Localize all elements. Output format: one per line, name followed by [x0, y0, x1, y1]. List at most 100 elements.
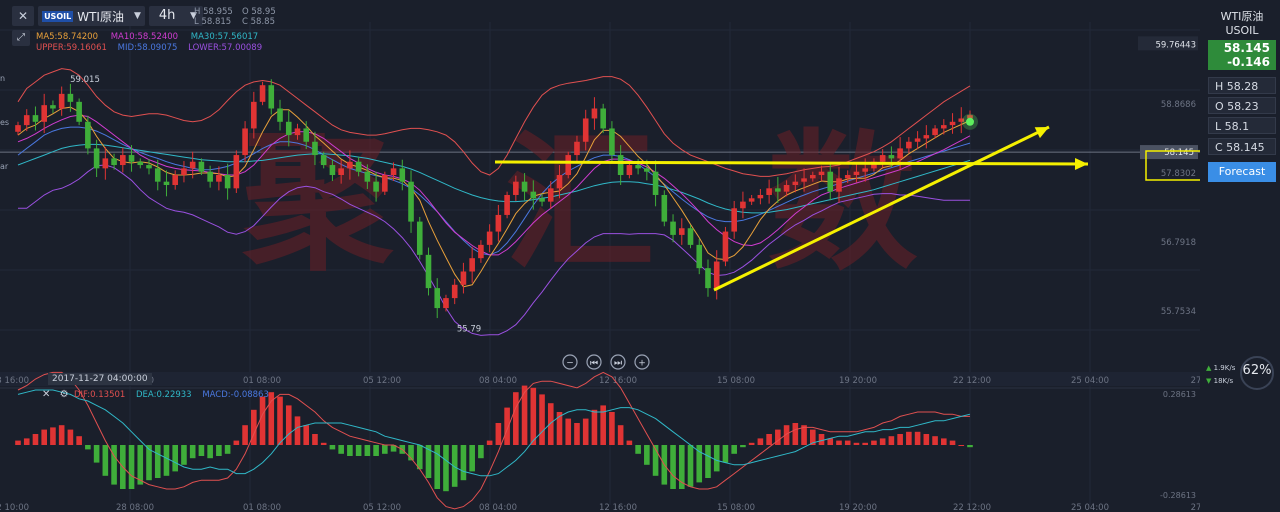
macd-bar	[783, 425, 790, 445]
candle-body	[128, 155, 135, 162]
current-price: 58.145	[1223, 41, 1270, 55]
current-price-glow	[962, 113, 978, 130]
close-icon[interactable]: ✕	[42, 389, 51, 400]
candle-body	[582, 118, 589, 142]
candle-body	[15, 125, 21, 132]
candle-body	[390, 168, 397, 176]
candle-body	[757, 194, 764, 199]
macd-x-tick-label: 19 20:00	[839, 503, 877, 512]
expand-icon[interactable]: ⤢	[12, 30, 30, 46]
macd-bar	[906, 431, 912, 445]
candle-body	[382, 175, 388, 192]
x-tick-label: 19 20:00	[839, 376, 877, 386]
candle-body	[521, 181, 528, 192]
macd-bar	[818, 434, 825, 445]
timeframe-selector[interactable]: 4h ▼	[148, 6, 203, 26]
candle-body	[329, 165, 336, 176]
macd-bar	[521, 385, 528, 445]
macd-bar	[207, 445, 213, 459]
candle-body	[216, 175, 222, 182]
macd-bar	[85, 445, 91, 450]
candle-body	[486, 231, 493, 245]
candle-body	[478, 244, 484, 259]
crosshair-date: 2017-11-27 04:00:00	[48, 373, 152, 385]
macd-x-tick-label: 28 08:00	[116, 503, 154, 512]
x-tick-label: 23 16:00	[0, 376, 29, 386]
macd-bar	[801, 425, 807, 445]
candle-body	[713, 261, 720, 289]
close-readout: C 58.85	[242, 17, 275, 27]
macd-bar	[469, 445, 475, 472]
macd-bar	[888, 436, 895, 445]
zoom-in-icon	[634, 354, 650, 370]
open-readout: O 58.95	[242, 7, 276, 17]
ma5-label: MA5:58.74200	[36, 32, 98, 42]
x-tick-label: 15 08:00	[717, 376, 755, 386]
candle-body	[862, 168, 868, 172]
macd-bar	[914, 431, 921, 445]
x-tick-label: 01 08:00	[243, 376, 281, 386]
candle-body	[224, 175, 231, 189]
macd-bar	[198, 445, 205, 456]
macd-bar	[285, 405, 292, 445]
candle-body	[181, 168, 187, 176]
candle-body	[154, 168, 161, 182]
candle-body	[504, 194, 510, 215]
panel-close: C 58.145	[1208, 138, 1276, 155]
candle-body	[85, 121, 91, 149]
symbol-selector[interactable]: USOIL WTI原油 ▼	[38, 6, 145, 26]
y-tick-label: 58.8686	[1161, 100, 1196, 110]
candle-body	[591, 108, 598, 119]
candle-body	[635, 165, 641, 169]
macd-bar	[923, 434, 930, 445]
macd-controls: ✕ ⚙	[42, 389, 69, 400]
candle-body	[399, 168, 406, 182]
download-speed-value: 18K/s	[1213, 377, 1234, 385]
ma30-line	[17, 143, 971, 214]
candle-body	[949, 121, 956, 126]
macd-bar	[23, 438, 30, 445]
resistance-arrow	[494, 160, 1089, 166]
chevron-down-icon: ▼	[189, 11, 197, 21]
x-tick-label: 12 16:00	[599, 376, 637, 386]
candle-body	[661, 194, 668, 222]
boll-lower-line	[18, 164, 970, 336]
macd-bar	[76, 436, 82, 445]
macd-bar	[644, 445, 650, 465]
macd-x-tick-label: 22 12:00	[953, 503, 991, 512]
macd-bar	[670, 445, 676, 489]
macd-bar	[434, 445, 441, 489]
macd-bar	[547, 403, 554, 445]
candle-body	[678, 228, 685, 235]
dif-label: DIF:0.13501	[74, 390, 126, 400]
trend-arrow	[713, 125, 1050, 292]
macd-bar	[766, 434, 772, 445]
low-annotation: 55.79	[457, 324, 481, 334]
forecast-button[interactable]: Forecast	[1208, 162, 1276, 182]
macd-x-tick-label: 08 04:00	[479, 503, 517, 512]
macd-bar	[268, 392, 275, 445]
candle-body	[294, 128, 301, 136]
close-button[interactable]: ✕	[12, 6, 35, 26]
y-tick-label: 59.76443	[1155, 40, 1196, 50]
candle-body	[556, 175, 563, 189]
macd-bar	[731, 445, 737, 454]
candle-body	[626, 165, 633, 176]
macd-bar	[242, 425, 248, 445]
macd-x-tick-label: 22 10:00	[0, 503, 29, 512]
download-speed: ▼ 18K/s	[1206, 377, 1234, 385]
lower-label: LOWER:57.00089	[188, 43, 263, 53]
candle-body	[783, 185, 790, 192]
macd-y-max: 0.28613	[1163, 390, 1196, 399]
gear-icon[interactable]: ⚙	[59, 389, 69, 400]
candle-body	[565, 155, 572, 176]
x-tick-label: 27	[1191, 376, 1200, 386]
macd-bar	[137, 445, 144, 485]
candle-body	[888, 155, 895, 159]
candle-body	[827, 171, 834, 192]
candle-body	[871, 161, 877, 169]
candle-body	[207, 171, 213, 182]
candle-body	[469, 258, 475, 272]
candle-body	[818, 171, 825, 176]
